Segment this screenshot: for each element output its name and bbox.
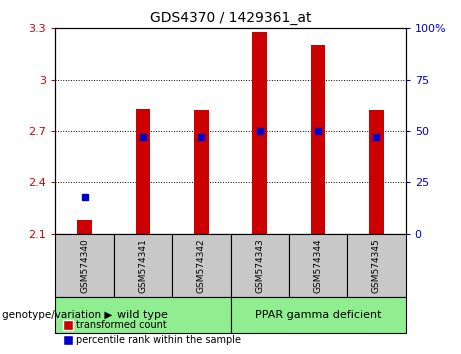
Bar [369,110,384,234]
Bar [77,220,92,234]
Text: genotype/variation ▶: genotype/variation ▶ [2,310,112,320]
Bar [253,32,267,234]
Text: GSM574344: GSM574344 [313,238,323,293]
Bar [289,234,347,297]
Text: GSM574341: GSM574341 [138,238,148,293]
Text: PPAR gamma deficient: PPAR gamma deficient [255,310,381,320]
Bar [230,297,406,333]
Bar [194,110,208,234]
Bar [114,234,172,297]
Bar [311,45,325,234]
Text: wild type: wild type [118,310,168,320]
Legend: transformed count, percentile rank within the sample: transformed count, percentile rank withi… [60,316,245,349]
Bar [55,234,114,297]
Bar [172,234,230,297]
Bar [136,109,150,234]
Text: GSM574343: GSM574343 [255,238,264,293]
Text: GSM574342: GSM574342 [197,238,206,293]
Text: GSM574340: GSM574340 [80,238,89,293]
Bar [347,234,406,297]
Title: GDS4370 / 1429361_at: GDS4370 / 1429361_at [150,11,311,24]
Bar [230,234,289,297]
Bar [55,297,230,333]
Text: GSM574345: GSM574345 [372,238,381,293]
